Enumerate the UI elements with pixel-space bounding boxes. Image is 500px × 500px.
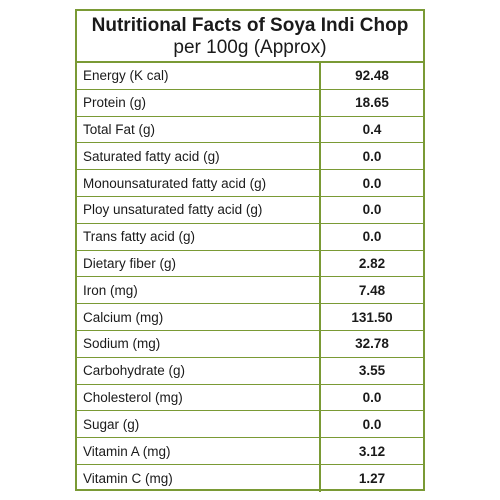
nutrient-value: 32.78 bbox=[355, 336, 389, 352]
table-row: Vitamin C (mg) 1.27 bbox=[77, 464, 423, 492]
nutrient-value: 1.27 bbox=[358, 470, 386, 486]
nutrient-value: 0.0 bbox=[362, 202, 382, 218]
nutrient-label: Cholesterol (mg) bbox=[77, 384, 321, 411]
nutrient-label: Dietary fiber (g) bbox=[77, 250, 321, 277]
nutrient-label: Calcium (mg) bbox=[77, 304, 321, 330]
nutrient-value: 92.48 bbox=[355, 68, 389, 84]
table-row: Energy (K cal) 92.48 bbox=[77, 63, 423, 90]
nutrient-label: Vitamin C (mg) bbox=[77, 464, 321, 492]
nutrient-label: Saturated fatty acid (g) bbox=[77, 143, 321, 170]
nutrient-value: 3.55 bbox=[358, 363, 386, 379]
nutrient-value: 7.48 bbox=[358, 282, 386, 298]
nutrient-label: Protein (g) bbox=[77, 89, 321, 116]
nutrient-value: 18.65 bbox=[355, 95, 389, 111]
nutrient-value: 0.0 bbox=[362, 175, 382, 191]
table-row: Iron (mg) 7.48 bbox=[77, 277, 423, 305]
nutrient-value: 0.0 bbox=[362, 389, 382, 405]
table-row: Monounsaturated fatty acid (g) 0.0 bbox=[77, 170, 423, 197]
table-row: Sugar (g) 0.0 bbox=[77, 411, 423, 439]
nutrient-label: Sugar (g) bbox=[77, 411, 321, 438]
nutrient-label: Ploy unsaturated fatty acid (g) bbox=[77, 196, 321, 223]
table-row: Ploy unsaturated fatty acid (g) 0.0 bbox=[77, 196, 423, 224]
nutrient-value: 0.4 bbox=[362, 121, 382, 137]
nutrient-value: 0.0 bbox=[362, 148, 382, 164]
nutrient-label: Iron (mg) bbox=[77, 277, 321, 304]
table-row: Dietary fiber (g) 2.82 bbox=[77, 250, 423, 278]
nutrient-value: 131.50 bbox=[351, 309, 393, 325]
nutrient-value: 2.82 bbox=[358, 255, 386, 271]
table-row: Sodium (mg) 32.78 bbox=[77, 330, 423, 358]
table-row: Protein (g) 18.65 bbox=[77, 89, 423, 117]
nutrient-value: 0.0 bbox=[362, 229, 382, 245]
nutrient-label: Energy (K cal) bbox=[77, 63, 321, 89]
nutrient-label: Trans fatty acid (g) bbox=[77, 223, 321, 250]
nutrient-label: Sodium (mg) bbox=[77, 330, 321, 357]
table-row: Calcium (mg) 131.50 bbox=[77, 304, 423, 331]
table-subtitle: per 100g (Approx) bbox=[173, 37, 327, 58]
table-row: Total Fat (g) 0.4 bbox=[77, 116, 423, 144]
nutrient-label: Total Fat (g) bbox=[77, 116, 321, 143]
nutrient-label: Vitamin A (mg) bbox=[77, 438, 321, 464]
table-row: Cholesterol (mg) 0.0 bbox=[77, 384, 423, 412]
table-header: Nutritional Facts of Soya Indi Chop per … bbox=[77, 11, 423, 63]
table-row: Carbohydrate (g) 3.55 bbox=[77, 357, 423, 385]
table-row: Saturated fatty acid (g) 0.0 bbox=[77, 143, 423, 171]
nutrient-label: Carbohydrate (g) bbox=[77, 357, 321, 384]
nutrition-facts-table: Nutritional Facts of Soya Indi Chop per … bbox=[75, 9, 425, 492]
nutrient-label: Monounsaturated fatty acid (g) bbox=[77, 170, 321, 196]
table-row: Trans fatty acid (g) 0.0 bbox=[77, 223, 423, 251]
nutrient-value: 0.0 bbox=[362, 416, 382, 432]
table-title: Nutritional Facts of Soya Indi Chop bbox=[91, 15, 409, 36]
nutrient-value: 3.12 bbox=[358, 443, 386, 459]
table-row: Vitamin A (mg) 3.12 bbox=[77, 438, 423, 465]
nutrient-rows: Energy (K cal) 92.48 Protein (g) 18.65 Total… bbox=[77, 63, 423, 492]
